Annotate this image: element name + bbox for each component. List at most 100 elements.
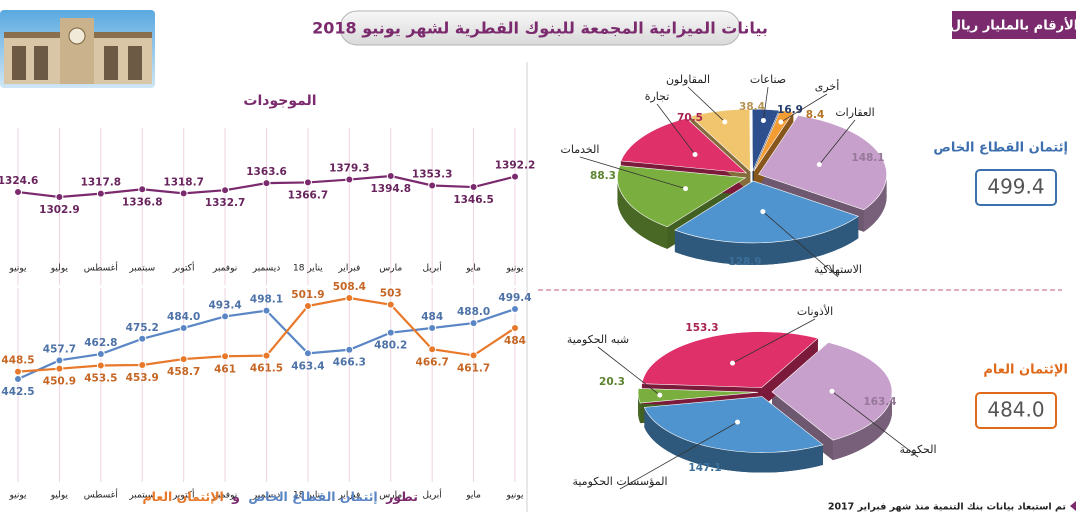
point bbox=[386, 172, 395, 180]
leader-line bbox=[831, 390, 919, 458]
data-label: 503 bbox=[380, 288, 402, 300]
x-tick-label: أبريل bbox=[423, 262, 442, 274]
x-tick-label: مارس bbox=[379, 264, 402, 274]
point bbox=[14, 367, 22, 376]
point bbox=[14, 375, 22, 383]
unit-note: الأرقام بالمليار ريال bbox=[950, 17, 1078, 34]
point bbox=[345, 345, 354, 354]
category-label: المقاولون bbox=[666, 73, 710, 86]
leader-dot bbox=[760, 209, 766, 215]
data-label: 1366.7 bbox=[288, 189, 329, 201]
data-label: 501.9 bbox=[291, 289, 324, 301]
slice bbox=[751, 108, 780, 172]
point bbox=[221, 186, 230, 195]
leader-line bbox=[762, 211, 839, 278]
leader-line bbox=[619, 421, 738, 490]
category-label: الخدمات bbox=[561, 143, 600, 156]
page-title: بيانات الميزانية المجمعة للبنوك القطرية … bbox=[312, 19, 768, 38]
data-label: 450.9 bbox=[43, 376, 76, 388]
data-label: 463.4 bbox=[291, 360, 324, 372]
point bbox=[386, 328, 395, 337]
x-tick-label: ديسمبر bbox=[252, 491, 280, 501]
slice bbox=[758, 115, 887, 211]
total-box bbox=[975, 392, 1057, 429]
data-label: 480.2 bbox=[374, 340, 407, 352]
x-tick-label: مارس bbox=[379, 491, 402, 501]
chart-title: تطور إئتمان القطاع الخاص و الإئتمان العا… bbox=[142, 489, 420, 504]
point bbox=[262, 306, 271, 315]
leader-dot bbox=[760, 117, 766, 123]
point bbox=[262, 179, 271, 188]
leader-line bbox=[818, 119, 856, 165]
pie bbox=[637, 331, 893, 473]
data-label: 1392.2 bbox=[495, 160, 536, 172]
chart-title: الإئتمان العام bbox=[983, 363, 1068, 378]
category-label: صناعات bbox=[750, 73, 786, 86]
leader-line bbox=[763, 86, 769, 121]
title-part: تطور bbox=[386, 489, 418, 504]
point bbox=[511, 323, 519, 332]
x-tick-label: أغسطس bbox=[84, 489, 118, 501]
unit-tag bbox=[952, 11, 1076, 39]
x-tick-label: أكتوبر bbox=[172, 489, 195, 501]
category-label: الاستهلاكية bbox=[814, 263, 862, 276]
point bbox=[55, 356, 64, 365]
footer-marker bbox=[1070, 501, 1076, 511]
point bbox=[221, 352, 230, 361]
x-tick-label: أغسطس bbox=[84, 262, 118, 274]
leader-dot bbox=[829, 388, 835, 394]
leader-dot bbox=[683, 186, 689, 192]
slice-side bbox=[644, 407, 824, 473]
slice-side bbox=[832, 391, 892, 461]
slice bbox=[620, 117, 748, 174]
data-label: 16.9 bbox=[777, 104, 803, 116]
leader-dot bbox=[692, 151, 698, 157]
data-label: 1332.7 bbox=[205, 197, 246, 209]
data-label: 466.3 bbox=[333, 357, 366, 369]
data-label: 70.5 bbox=[677, 112, 703, 124]
category-label: الأذونات bbox=[797, 304, 833, 318]
point bbox=[179, 355, 188, 364]
data-label: 475.2 bbox=[126, 322, 159, 334]
data-label: 493.4 bbox=[208, 299, 241, 311]
x-tick-label: مايو bbox=[465, 264, 481, 274]
data-label: 498.1 bbox=[250, 294, 283, 306]
point bbox=[469, 183, 478, 192]
data-label: 20.3 bbox=[599, 376, 625, 388]
point bbox=[428, 345, 437, 354]
point bbox=[345, 294, 354, 302]
leader-dot bbox=[778, 119, 784, 125]
data-label: 488.0 bbox=[457, 306, 490, 318]
slice bbox=[674, 180, 859, 244]
point bbox=[96, 361, 105, 370]
data-label: 1353.3 bbox=[412, 168, 453, 180]
leader-line bbox=[656, 103, 696, 155]
leader-line bbox=[780, 93, 828, 123]
data-label: 1324.6 bbox=[0, 175, 38, 187]
total: 499.4 bbox=[987, 175, 1044, 199]
chart-title: الموجودات bbox=[243, 93, 316, 109]
data-label: 466.7 bbox=[416, 356, 449, 368]
data-label: 163.4 bbox=[863, 396, 896, 408]
title-part: و bbox=[232, 489, 240, 504]
leader-dot bbox=[722, 119, 728, 125]
data-label: 1346.5 bbox=[453, 194, 494, 206]
x-tick-label: ديسمبر bbox=[252, 264, 280, 274]
data-label: 128.9 bbox=[728, 256, 761, 268]
x-tick-label: يونيو bbox=[505, 264, 524, 274]
category-label: أخرى bbox=[815, 79, 840, 93]
leader-line bbox=[732, 318, 816, 364]
point bbox=[221, 312, 230, 321]
x-tick-label: سبتمبر bbox=[128, 264, 155, 274]
point bbox=[511, 172, 519, 181]
data-label: 1394.8 bbox=[370, 183, 411, 195]
data-label: 457.7 bbox=[43, 343, 76, 355]
x-tick-label: يونيو bbox=[505, 491, 524, 501]
slice bbox=[753, 110, 794, 172]
category-label: الحكومة bbox=[899, 443, 936, 456]
leader-dot bbox=[816, 161, 822, 167]
leader-line bbox=[597, 346, 661, 396]
point bbox=[345, 175, 354, 184]
data-label: 458.7 bbox=[167, 366, 200, 378]
